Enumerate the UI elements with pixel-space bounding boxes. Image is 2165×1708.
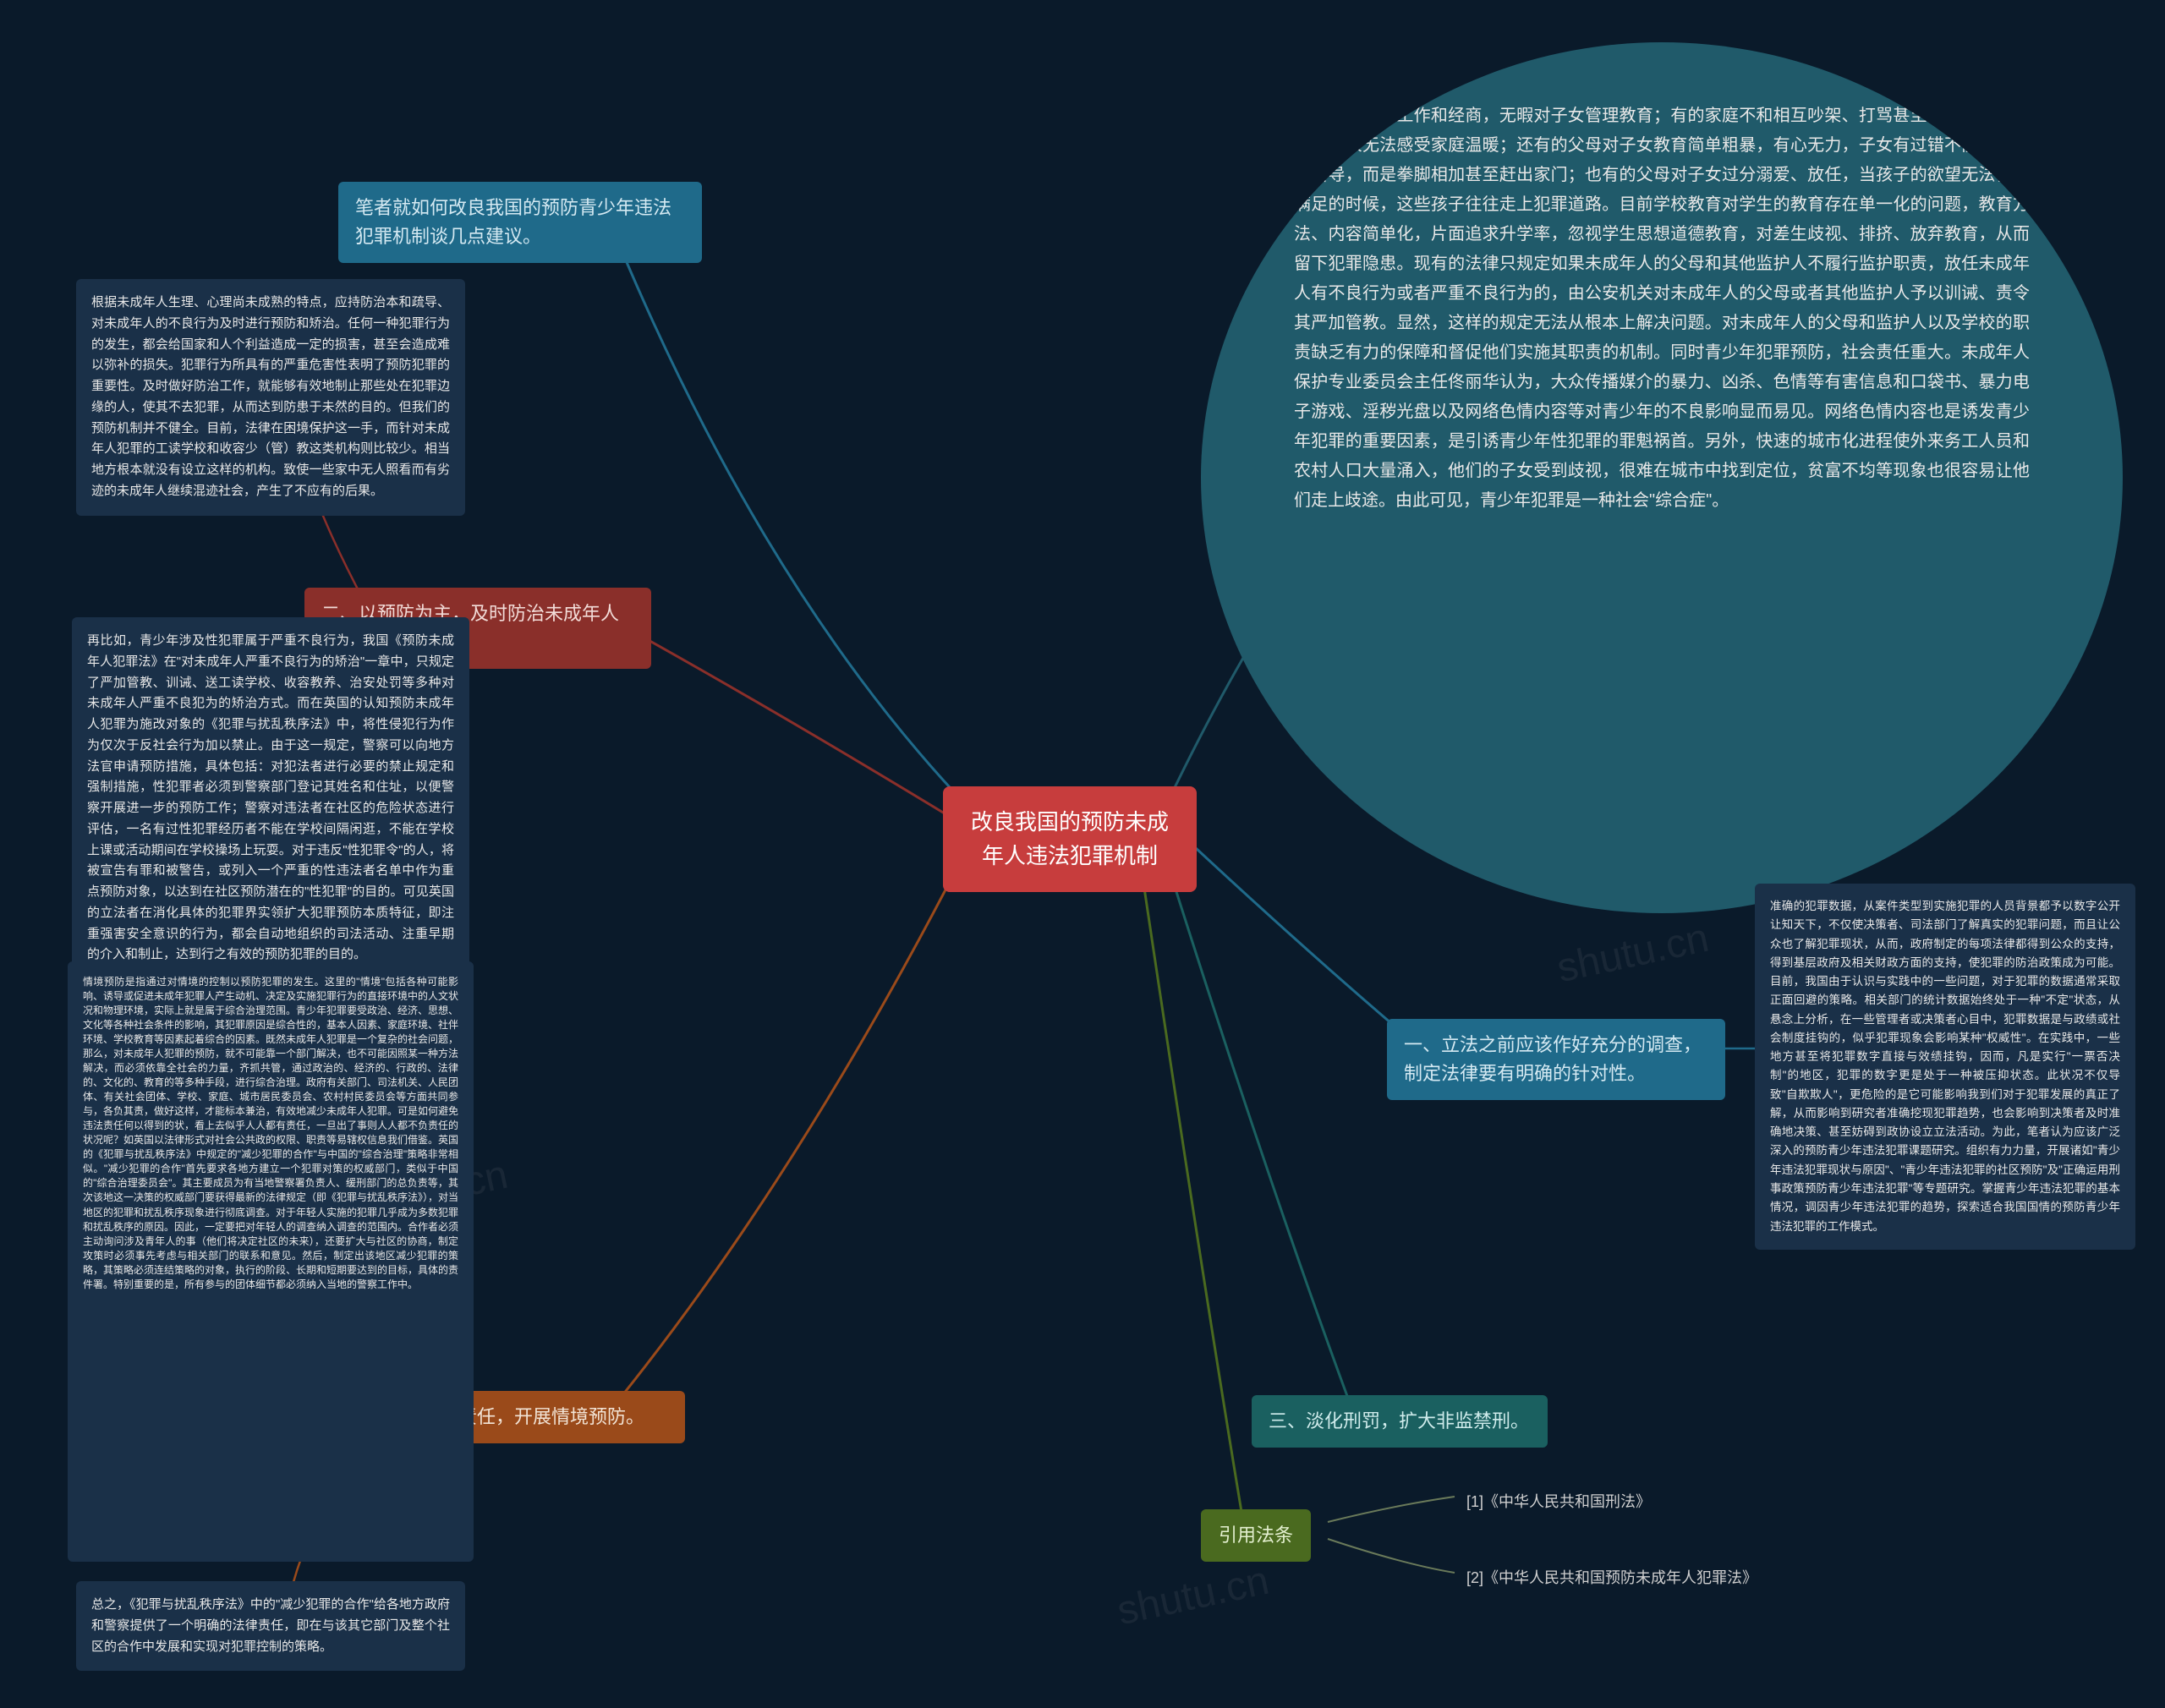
detail-four-a: 情境预防是指通过对情境的控制以预防犯罪的发生。这里的"情境"包括各种可能影响、诱… xyxy=(68,961,474,1562)
branch-cite[interactable]: 引用法条 xyxy=(1201,1509,1311,1562)
branch-one[interactable]: 一、立法之前应该作好充分的调查，制定法律要有明确的针对性。 xyxy=(1387,1019,1725,1100)
detail-one-a: 准确的犯罪数据，从案件类型到实施犯罪的人员背景都予以数字公开让知天下，不仅使决策… xyxy=(1755,884,2135,1250)
branch-intro[interactable]: 笔者就如何改良我国的预防青少年违法犯罪机制谈几点建议。 xyxy=(338,182,702,263)
branch-one-text: 一、立法之前应该作好充分的调查，制定法律要有明确的针对性。 xyxy=(1404,1034,1702,1084)
detail-one-a-text: 准确的犯罪数据，从案件类型到实施犯罪的人员背景都予以数字公开让知天下，不仅使决策… xyxy=(1770,900,2120,1233)
cite-leaf-b: [2]《中华人民共和国预防未成年人犯罪法》 xyxy=(1455,1560,1769,1597)
branch-three[interactable]: 三、淡化刑罚，扩大非监禁刑。 xyxy=(1252,1395,1548,1448)
branch-three-text: 三、淡化刑罚，扩大非监禁刑。 xyxy=(1269,1410,1529,1432)
detail-two-b: 再比如，青少年涉及性犯罪属于严重不良行为，我国《预防未成年人犯罪法》在"对未成年… xyxy=(72,617,469,979)
cite-leaf-a-text: [1]《中华人民共和国刑法》 xyxy=(1466,1493,1651,1510)
center-node[interactable]: 改良我国的预防未成年人违法犯罪机制 xyxy=(943,786,1197,892)
detail-two-b-text: 再比如，青少年涉及性犯罪属于严重不良行为，我国《预防未成年人犯罪法》在"对未成年… xyxy=(87,633,454,961)
big-ellipse-text: 有的父母忙于工作和经商，无暇对子女管理教育；有的家庭不和相互吵架、打骂甚至婚姻破… xyxy=(1294,107,2030,510)
branch-cite-text: 引用法条 xyxy=(1219,1525,1293,1546)
detail-four-b: 总之，《犯罪与扰乱秩序法》中的"减少犯罪的合作"给各地方政府和警察提供了一个明确… xyxy=(76,1581,465,1671)
cite-leaf-b-text: [2]《中华人民共和国预防未成年人犯罪法》 xyxy=(1466,1569,1757,1586)
detail-four-b-text: 总之，《犯罪与扰乱秩序法》中的"减少犯罪的合作"给各地方政府和警察提供了一个明确… xyxy=(91,1597,450,1654)
cite-leaf-a: [1]《中华人民共和国刑法》 xyxy=(1455,1484,1663,1521)
watermark: shutu.cn xyxy=(1553,915,1713,993)
detail-four-a-text: 情境预防是指通过对情境的控制以预防犯罪的发生。这里的"情境"包括各种可能影响、诱… xyxy=(83,976,458,1290)
watermark: shutu.cn xyxy=(1113,1557,1273,1635)
center-text: 改良我国的预防未成年人违法犯罪机制 xyxy=(971,809,1169,868)
branch-intro-text: 笔者就如何改良我国的预防青少年违法犯罪机制谈几点建议。 xyxy=(355,197,671,247)
detail-two-a: 根据未成年人生理、心理尚未成熟的特点，应持防治本和疏导、对未成年人的不良行为及时… xyxy=(76,279,465,516)
detail-two-a-text: 根据未成年人生理、心理尚未成熟的特点，应持防治本和疏导、对未成年人的不良行为及时… xyxy=(91,295,450,498)
big-ellipse-node: 有的父母忙于工作和经商，无暇对子女管理教育；有的家庭不和相互吵架、打骂甚至婚姻破… xyxy=(1201,42,2123,913)
